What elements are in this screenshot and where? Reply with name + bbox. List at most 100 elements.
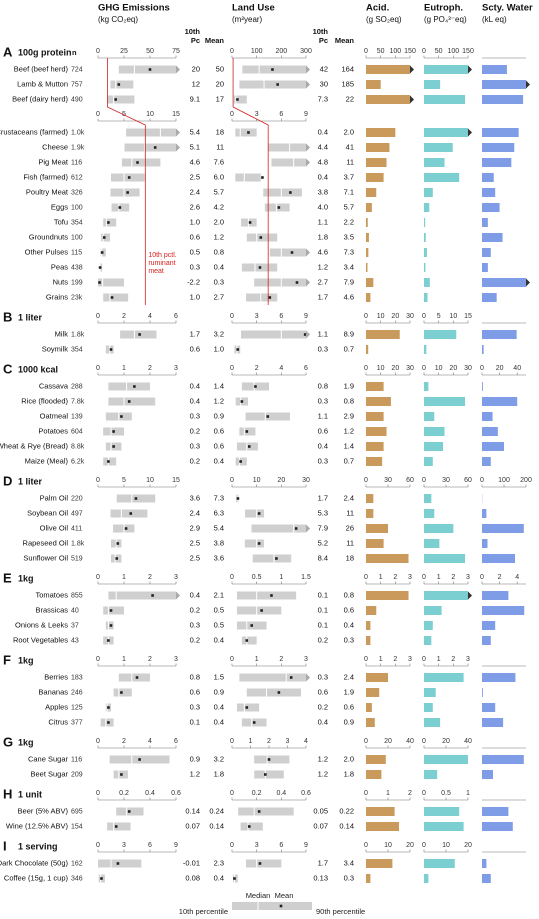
mean-dot [138,758,141,761]
acid-bar [366,673,388,682]
section-letter: F [3,652,11,667]
water-bar [482,427,498,436]
p10-value: 0.4 [318,441,328,450]
range-bar [271,158,306,167]
legend-label: Median [246,891,271,900]
tick-label: 4 [279,365,283,372]
sample-count: 695 [71,808,83,815]
tick-label: 3 [174,656,178,663]
range-bar [98,278,124,287]
mean-value: 2.0 [344,754,354,763]
range-bar [239,80,306,89]
p10-value: 7.9 [318,523,328,532]
mean-dot [114,825,118,828]
acid-bar [366,703,372,712]
sample-count: 162 [71,860,83,867]
food-name: Pig Meat [38,157,69,166]
mean-value: 4.2 [214,202,224,211]
mean-value: 3.2 [214,329,224,338]
section-unit: 100g protein [18,47,72,57]
mean-dot [277,206,281,209]
mean-dot [135,676,139,679]
p10-value: 1.0 [190,292,200,301]
food-name: Olive Oil [40,523,69,532]
mean-dot [109,609,113,612]
tick-label: 30 [384,477,392,484]
food-name: Sunflower Oil [23,553,68,562]
food-name: Wheat & Rye (Bread) [0,441,68,450]
tick-label: 4 [148,313,152,320]
tick-label: 0 [364,842,368,849]
range-bar [239,673,306,682]
food-name: Cassava [39,381,69,390]
tick-label: 6 [174,738,178,745]
tick-label: 9 [304,313,308,320]
sample-count: 116 [71,159,82,166]
eutro-bar [424,621,433,630]
range-bar [235,128,257,137]
tick-label: 2 [148,365,152,372]
acid-bar [366,173,384,182]
mean-value: 1.4 [344,441,354,450]
tick-label: 0 [96,656,100,663]
acid-bar [366,688,380,697]
sample-count: 1.8k [71,331,85,338]
range-bar [268,143,306,152]
p10-value: 0.05 [313,806,328,815]
section-unit: 1kg [18,573,34,583]
tick-label: 0 [230,111,234,118]
range-bar [242,65,306,74]
tick-label: 0 [364,48,368,55]
tick-label: 0 [422,842,426,849]
mean-value: 1.2 [344,426,354,435]
tick-label: 0 [422,477,426,484]
food-name: Beet Sugar [30,769,68,778]
mean-value: 0.7 [344,344,354,353]
acid-title: Acid. [366,3,389,14]
sample-count: 125 [71,704,83,711]
acid-bar [366,807,395,816]
mean-value: 18 [216,127,224,136]
overflow-arrow [468,591,472,600]
tick-label: 0 [96,365,100,372]
mean-dot [118,206,122,209]
mean-value: 8.9 [344,329,354,338]
tick-label: 2 [279,656,283,663]
p10-value: 1.0 [190,217,200,226]
overflow-arrow [410,65,414,74]
acid-bar [366,718,375,727]
mean-value: 3.8 [214,538,224,547]
tick-label: 1 [279,574,283,581]
p10-value: 0.4 [318,717,328,726]
p10-value: 1.1 [318,411,328,420]
overflow-arrow [306,330,310,339]
tick-label: 0 [96,842,100,849]
mean-dot [257,810,261,813]
mean-dot [254,385,257,388]
range-bar [118,65,176,74]
range-bar [98,859,142,868]
eutro-bar [424,688,436,697]
range-bar [235,173,261,182]
tick-label: 10 [146,111,154,118]
tick-label: 1 [466,790,470,797]
range-bar [245,859,282,868]
reference-label: meat [148,268,164,275]
food-name: Wine (12.5% ABV) [6,821,69,830]
mean-value: 0.5 [214,605,224,614]
mean-dot [261,176,264,179]
tick-label: 30 [442,477,450,484]
mean-dot [257,512,261,515]
eutro-bar [424,457,433,466]
sample-count: 7.8k [71,398,85,405]
acid-bar [366,345,369,354]
range-bar [121,158,161,167]
mean-value: 2.4 [344,672,354,681]
range-bar [254,755,290,764]
mean-dot [110,296,114,299]
tick-label: 0 [364,738,368,745]
eutro-bar [424,718,441,727]
mean-value: 0.3 [344,635,354,644]
acid-bar [366,412,384,421]
tick-label: 2 [451,574,455,581]
